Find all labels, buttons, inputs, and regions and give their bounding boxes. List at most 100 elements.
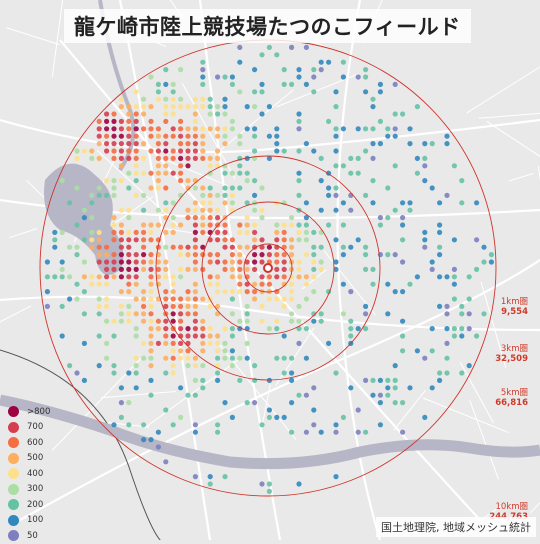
river bbox=[0, 394, 540, 470]
mesh-dot bbox=[229, 126, 235, 132]
mesh-dot bbox=[163, 244, 169, 250]
mesh-dot bbox=[229, 252, 235, 258]
distance-ring bbox=[155, 155, 381, 381]
mesh-dot bbox=[207, 126, 213, 132]
mesh-dot bbox=[252, 289, 258, 295]
mesh-dot bbox=[259, 215, 265, 221]
mesh-dot bbox=[222, 400, 228, 406]
mesh-dot bbox=[437, 370, 443, 376]
mesh-dot bbox=[392, 111, 398, 117]
mesh-dot bbox=[363, 311, 369, 317]
mesh-dot bbox=[363, 326, 369, 332]
mesh-dot bbox=[259, 481, 265, 487]
mesh-dot bbox=[155, 266, 161, 272]
mesh-dot bbox=[215, 126, 221, 132]
mesh-dot bbox=[229, 237, 235, 243]
mesh-dot bbox=[178, 266, 184, 272]
mesh-dot bbox=[67, 363, 73, 369]
mesh-dot bbox=[118, 259, 124, 265]
mesh-dot bbox=[200, 296, 206, 302]
mesh-dot bbox=[163, 200, 169, 206]
mesh-dot bbox=[141, 340, 147, 346]
mesh-dot bbox=[363, 192, 369, 198]
mesh-dot bbox=[259, 52, 265, 58]
mesh-dot bbox=[289, 377, 295, 383]
mesh-dot bbox=[163, 141, 169, 147]
mesh-dot bbox=[133, 274, 139, 280]
mesh-dot bbox=[370, 141, 376, 147]
mesh-dot bbox=[333, 89, 339, 95]
mesh-dot bbox=[185, 355, 191, 361]
mesh-dot bbox=[237, 59, 243, 65]
road bbox=[9, 228, 37, 239]
mesh-dot bbox=[163, 229, 169, 235]
mesh-dot bbox=[237, 185, 243, 191]
ring-label-1km: 1km圏 9,554 bbox=[501, 297, 528, 317]
legend-swatch bbox=[8, 406, 19, 418]
mesh-dot bbox=[259, 303, 265, 309]
mesh-dot bbox=[192, 363, 198, 369]
mesh-dot bbox=[111, 148, 117, 154]
mesh-dot bbox=[215, 104, 221, 110]
mesh-dot bbox=[296, 274, 302, 280]
mesh-dot bbox=[229, 333, 235, 339]
mesh-dot bbox=[155, 274, 161, 280]
mesh-dot bbox=[192, 155, 198, 161]
mesh-dot bbox=[133, 170, 139, 176]
road bbox=[486, 120, 540, 157]
mesh-dot bbox=[237, 355, 243, 361]
mesh-dot bbox=[192, 244, 198, 250]
mesh-dot bbox=[355, 170, 361, 176]
ring-population: 32,509 bbox=[495, 354, 528, 364]
mesh-dot bbox=[289, 44, 295, 51]
mesh-dot bbox=[178, 274, 184, 280]
mesh-dot bbox=[422, 237, 428, 243]
mesh-dot bbox=[74, 370, 80, 376]
mesh-dot bbox=[170, 148, 176, 154]
mesh-dot bbox=[252, 237, 258, 243]
mesh-dot bbox=[244, 289, 250, 295]
mesh-dot bbox=[222, 185, 228, 191]
mesh-dot bbox=[111, 178, 117, 184]
mesh-dot bbox=[126, 244, 132, 250]
mesh-dot bbox=[148, 252, 154, 258]
mesh-dot bbox=[133, 311, 139, 317]
mesh-dot bbox=[222, 222, 228, 228]
mesh-dot bbox=[178, 141, 184, 147]
legend-item: 50 bbox=[8, 528, 50, 544]
mesh-dot bbox=[111, 333, 117, 339]
mesh-dot bbox=[170, 274, 176, 280]
mesh-dot bbox=[215, 311, 221, 317]
mesh-dot bbox=[192, 222, 198, 228]
mesh-dot bbox=[96, 311, 102, 317]
mesh-dot bbox=[192, 333, 198, 339]
mesh-dot bbox=[303, 252, 309, 258]
mesh-dot bbox=[133, 192, 139, 198]
mesh-dot bbox=[333, 148, 339, 154]
mesh-dot bbox=[118, 311, 124, 317]
road bbox=[469, 400, 499, 480]
road bbox=[0, 305, 32, 323]
mesh-dot bbox=[348, 207, 354, 213]
mesh-dot bbox=[222, 170, 228, 176]
road bbox=[0, 118, 540, 154]
mesh-dot bbox=[244, 303, 250, 309]
mesh-dot bbox=[414, 170, 420, 176]
mesh-dot bbox=[207, 170, 213, 176]
mesh-dot bbox=[185, 244, 191, 250]
legend-item: 700 bbox=[8, 420, 50, 436]
mesh-dot bbox=[363, 244, 369, 250]
mesh-dot bbox=[385, 215, 391, 221]
mesh-dot bbox=[215, 252, 221, 258]
mesh-dot bbox=[178, 326, 184, 332]
mesh-dot bbox=[303, 429, 309, 435]
mesh-dot bbox=[237, 229, 243, 235]
mesh-dot bbox=[96, 133, 102, 139]
mesh-dot bbox=[74, 296, 80, 302]
mesh-dot bbox=[148, 74, 154, 80]
mesh-dot bbox=[237, 141, 243, 147]
mesh-dot bbox=[444, 274, 450, 280]
mesh-dot bbox=[459, 200, 465, 206]
road bbox=[480, 281, 507, 369]
mesh-dot bbox=[104, 244, 110, 250]
